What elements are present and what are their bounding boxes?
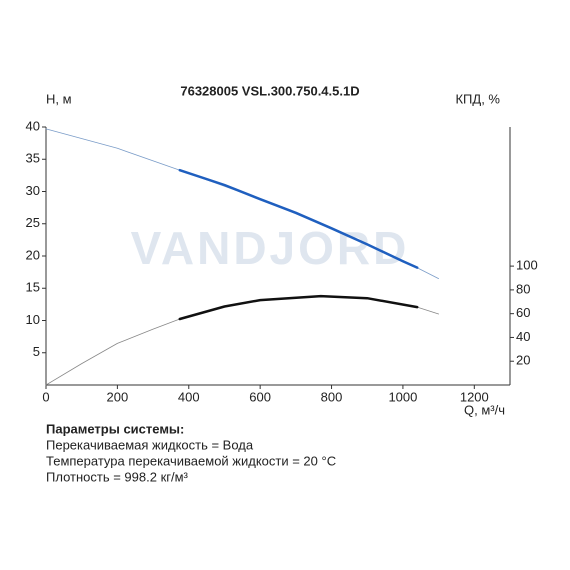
x-tick-label: 200	[107, 389, 129, 404]
y-tick-label: 35	[26, 151, 40, 166]
watermark: VANDJORD	[131, 222, 410, 274]
x-tick-label: 1000	[388, 389, 417, 404]
y2-tick-label: 20	[516, 353, 530, 368]
y-tick-label: 10	[26, 312, 40, 327]
x-tick-label: 800	[321, 389, 343, 404]
y-tick-label: 20	[26, 247, 40, 262]
parameter: Перекачиваемая жидкость = Вода	[46, 437, 254, 452]
y-tick-label: 15	[26, 280, 40, 295]
y2-tick-label: 100	[516, 258, 538, 273]
y2-axis-label: КПД, %	[455, 91, 500, 106]
x-tick-label: 400	[178, 389, 200, 404]
y-tick-label: 5	[33, 344, 40, 359]
x-tick-label: 600	[249, 389, 271, 404]
parameters-heading: Параметры системы:	[46, 421, 184, 436]
chart-title: 76328005 VSL.300.750.4.5.1D	[180, 83, 359, 98]
x-tick-label: 0	[42, 389, 49, 404]
y-tick-label: 40	[26, 118, 40, 133]
y-tick-label: 25	[26, 215, 40, 230]
y2-tick-label: 60	[516, 305, 530, 320]
x-tick-label: 1200	[460, 389, 489, 404]
x-axis-label: Q, м³/ч	[464, 402, 505, 417]
parameter: Температура перекачиваемой жидкости = 20…	[46, 453, 336, 468]
y2-tick-label: 80	[516, 281, 530, 296]
parameter: Плотность = 998.2 кг/м³	[46, 469, 189, 484]
y-axis-label: H, м	[46, 91, 72, 106]
curve	[45, 295, 440, 386]
curve	[178, 168, 419, 269]
y-tick-label: 30	[26, 183, 40, 198]
curve	[178, 294, 419, 321]
y2-tick-label: 40	[516, 329, 530, 344]
